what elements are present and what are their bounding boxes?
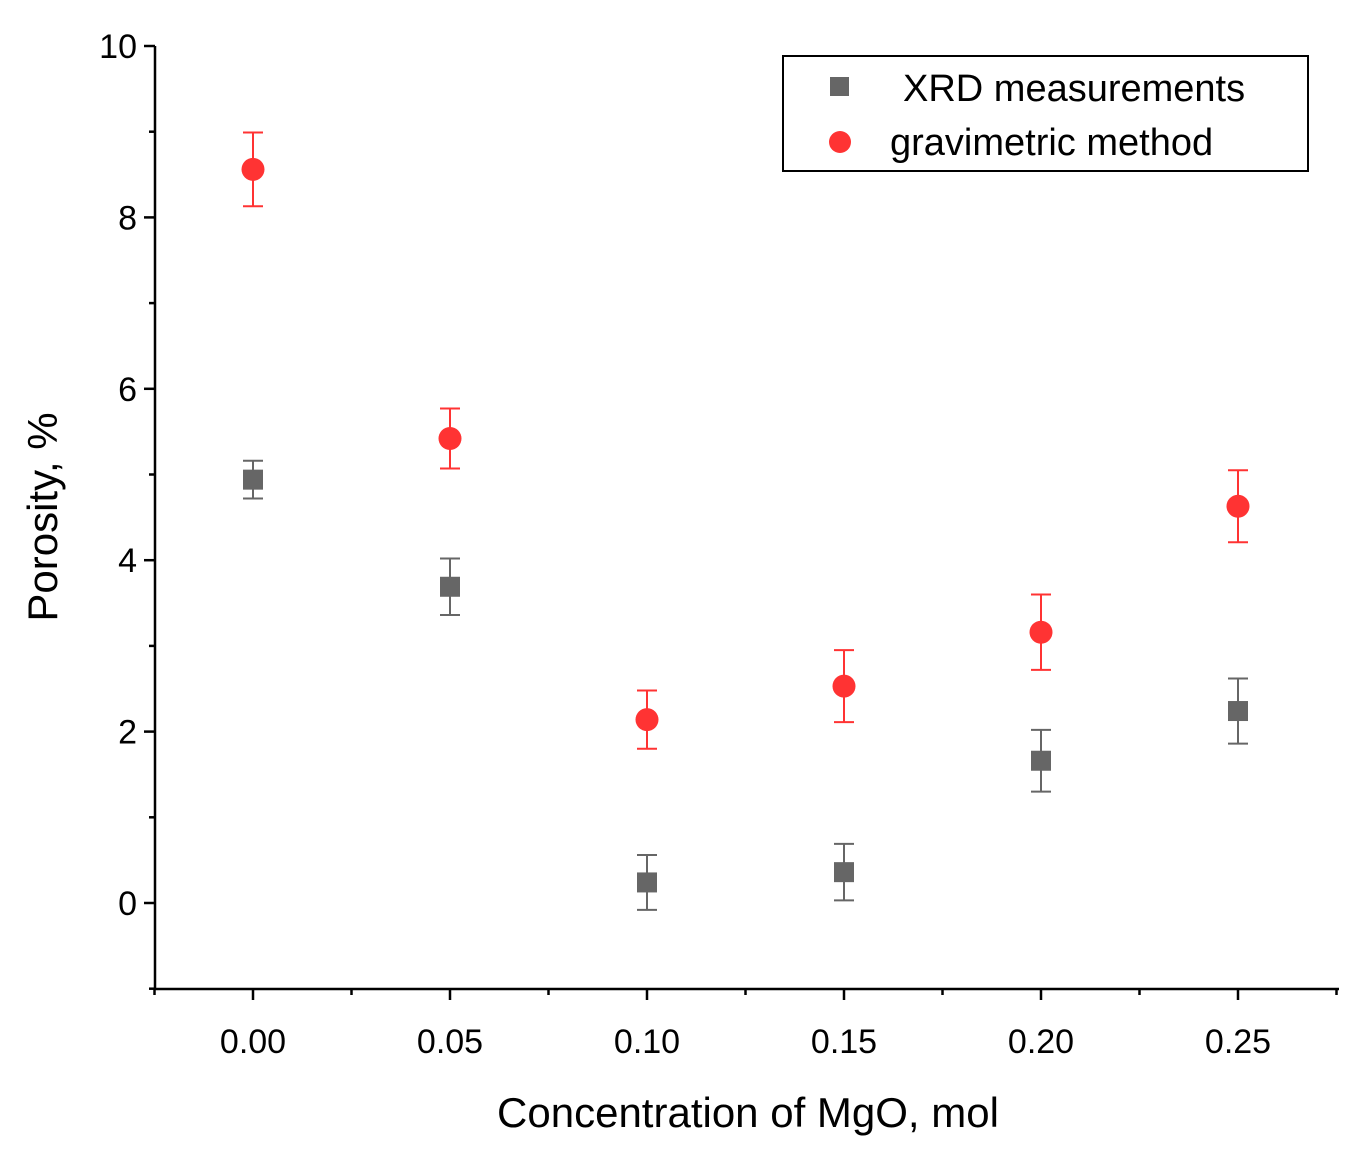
y-tick-label: 8 [118, 199, 137, 237]
axis-tick-labels: 0 2 4 6 8 10 0.00 0.05 0.10 0.15 0.20 0.25 [99, 28, 1271, 1061]
y-tick-label: 6 [118, 371, 137, 409]
x-tick-label: 0.10 [614, 1023, 680, 1061]
data-point-gravimetric [635, 708, 659, 732]
data-point-gravimetric [832, 674, 856, 698]
x-tick-label: 0.05 [417, 1023, 483, 1061]
series-layer [241, 131, 1250, 911]
y-tick-label: 4 [118, 542, 137, 580]
data-point-xrd [1228, 701, 1248, 722]
legend-marker-gravimetric-circle [829, 131, 851, 153]
data-point-xrd [440, 576, 460, 597]
y-tick-label: 0 [118, 885, 137, 923]
legend-label-xrd: XRD measurements [903, 68, 1245, 110]
x-axis-title: Concentration of MgO, mol [497, 1089, 999, 1136]
y-axis-title: Porosity, % [19, 412, 66, 621]
plot-area: 0 2 4 6 8 10 0.00 0.05 0.10 0.15 0.20 0.25 [99, 28, 1339, 1061]
y-tick-label: 10 [99, 28, 137, 66]
data-point-xrd [1031, 750, 1051, 771]
y-tick-label: 2 [118, 714, 137, 752]
data-point-xrd [243, 469, 263, 490]
x-tick-label: 0.15 [811, 1023, 877, 1061]
legend-label-gravimetric: gravimetric method [890, 122, 1213, 164]
data-point-xrd [637, 872, 657, 893]
legend-marker-xrd-square [830, 77, 849, 96]
series-gravimetric [241, 131, 1250, 750]
axis-ticks [144, 44, 1338, 1000]
x-tick-label: 0.00 [220, 1023, 286, 1061]
legend: XRD measurements gravimetric method [782, 55, 1309, 172]
legend-box [782, 55, 1309, 172]
data-point-gravimetric [1226, 494, 1250, 518]
data-point-gravimetric [241, 157, 265, 181]
data-point-xrd [834, 862, 854, 883]
data-point-gravimetric [1029, 620, 1053, 644]
x-tick-label: 0.25 [1205, 1023, 1271, 1061]
x-tick-label: 0.20 [1008, 1023, 1074, 1061]
data-point-gravimetric [438, 427, 462, 451]
series-xrd [243, 459, 1248, 911]
